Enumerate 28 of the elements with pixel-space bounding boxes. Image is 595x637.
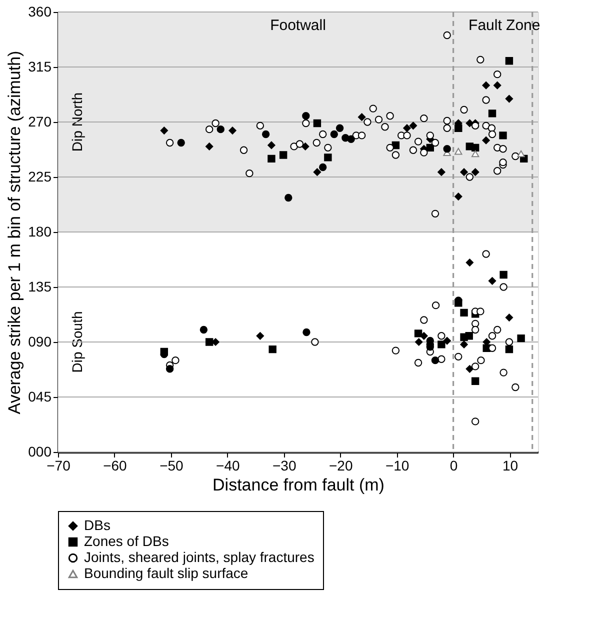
x-tick-label: −10 (385, 458, 410, 474)
y-tick-label: 090 (28, 334, 52, 350)
y-tick-label: 180 (28, 224, 52, 240)
x-tick-label: −40 (216, 458, 240, 474)
y-tick-label: 315 (28, 58, 52, 74)
x-tick-label: 10 (502, 458, 518, 474)
x-tick-label: 0 (450, 458, 458, 474)
x-tick-label: −70 (46, 458, 71, 474)
legend-label: DBs (84, 517, 110, 533)
legend-label: Joints, sheared joints, splay fractures (84, 549, 314, 565)
y-tick-label: 045 (28, 388, 52, 404)
band-label: Dip South (69, 311, 85, 373)
y-axis-title: Average strike per 1 m bin of structure (azimuth) (5, 50, 24, 414)
y-tick-label: 135 (28, 278, 52, 294)
annotation: Fault Zone (468, 17, 540, 34)
band-label: Dip North (69, 92, 85, 152)
x-tick-label: −20 (328, 458, 353, 474)
y-tick-label: 225 (28, 168, 52, 184)
x-axis-title: Distance from fault (m) (212, 476, 384, 494)
legend-label: Bounding fault slip surface (84, 565, 248, 581)
x-tick-label: −60 (103, 458, 128, 474)
legend-label: Zones of DBs (84, 533, 169, 549)
annotation: Footwall (270, 17, 326, 34)
y-tick-label: 360 (28, 4, 52, 20)
y-tick-label: 000 (28, 444, 52, 460)
x-tick-label: −30 (272, 458, 296, 474)
x-tick-label: −50 (160, 458, 184, 474)
y-tick-label: 270 (28, 114, 52, 130)
